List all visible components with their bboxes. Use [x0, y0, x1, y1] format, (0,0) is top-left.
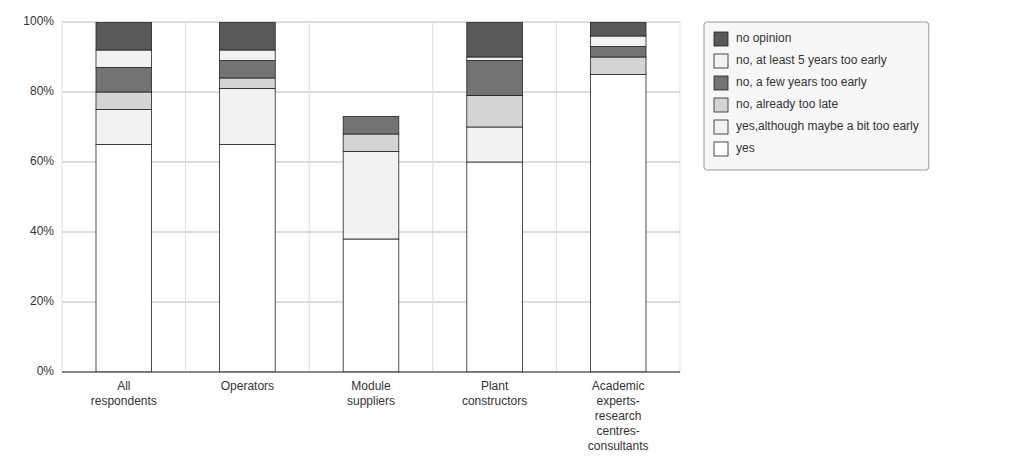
- grid: [62, 22, 680, 372]
- bar-segment: [96, 110, 152, 145]
- legend-label: yes,although maybe a bit too early: [736, 119, 919, 133]
- x-axis-line: [62, 372, 680, 373]
- bar-segment: [467, 162, 523, 372]
- x-tick-label: Plantconstructors: [462, 379, 527, 408]
- chart: 0% 20% 40% 60% 80% 100% Allrespondents Operator…: [0, 0, 1024, 476]
- category-separator: [309, 22, 310, 372]
- legend-swatch: [714, 98, 728, 112]
- legend-label: no, already too late: [736, 97, 838, 111]
- x-tick-label: Allrespondents: [91, 379, 157, 408]
- legend-swatch: [714, 120, 728, 134]
- bar-segment: [343, 116, 399, 117]
- x-axis: Allrespondents Operators Modulesuppliers Pl…: [62, 372, 680, 453]
- y-tick-label: 20%: [30, 294, 54, 308]
- bar-segment: [96, 22, 152, 50]
- legend-frame: [704, 22, 929, 170]
- bar-segment: [590, 75, 646, 373]
- series: [96, 75, 646, 373]
- x-tick-label-line: research: [595, 409, 642, 423]
- bar-segment: [467, 127, 523, 162]
- series: [96, 36, 646, 68]
- bar-segment: [96, 68, 152, 93]
- x-tick-label-line: experts-: [597, 394, 640, 408]
- x-tick-label-line: consultants: [588, 439, 649, 453]
- legend-swatch: [714, 76, 728, 90]
- bar-segment: [343, 134, 399, 152]
- category-separator: [680, 22, 681, 372]
- y-tick-label: 40%: [30, 224, 54, 238]
- x-tick-label-line: Academic: [592, 379, 645, 393]
- bars: [96, 22, 646, 372]
- x-tick-label: Operators: [221, 379, 274, 393]
- x-tick-label-line: respondents: [91, 394, 157, 408]
- y-tick-label: 80%: [30, 84, 54, 98]
- y-tick-label: 60%: [30, 154, 54, 168]
- legend-label: no, a few years too early: [736, 75, 867, 89]
- bar-segment: [96, 50, 152, 68]
- legend-swatch: [714, 32, 728, 46]
- bar-segment: [220, 22, 276, 50]
- x-tick-label-line: All: [117, 379, 130, 393]
- series: [96, 57, 646, 152]
- bar-segment: [590, 22, 646, 36]
- x-tick-label-line: Plant: [481, 379, 509, 393]
- bar-segment: [96, 145, 152, 373]
- bar-segment: [343, 152, 399, 240]
- y-tick-label: 100%: [23, 14, 54, 28]
- bar-segment: [467, 61, 523, 96]
- x-tick-label-line: suppliers: [347, 394, 395, 408]
- x-tick-label-line: Module: [351, 379, 391, 393]
- bar-segment: [220, 50, 276, 61]
- series: [96, 22, 646, 57]
- series: [96, 47, 646, 135]
- bar-segment: [343, 239, 399, 372]
- bar-segment: [96, 92, 152, 110]
- y-axis: 0% 20% 40% 60% 80% 100%: [23, 14, 54, 378]
- bar-segment: [590, 57, 646, 75]
- bar-segment: [343, 117, 399, 135]
- grid-line: [62, 22, 680, 23]
- x-tick-label-line: Operators: [221, 379, 274, 393]
- category-separator: [185, 22, 186, 372]
- legend-label: yes: [736, 141, 755, 155]
- bar-segment: [220, 89, 276, 145]
- legend-label: no opinion: [736, 31, 791, 45]
- x-tick-label-line: centres-: [597, 424, 640, 438]
- bar-segment: [590, 47, 646, 58]
- category-separator: [432, 22, 433, 372]
- category-separator: [62, 22, 63, 372]
- legend: no opinion no, at least 5 years too early…: [704, 22, 929, 170]
- bar-segment: [590, 36, 646, 47]
- bar-segment: [467, 96, 523, 128]
- bar-segment: [467, 57, 523, 61]
- x-tick-label-line: constructors: [462, 394, 527, 408]
- x-tick-label: Academicexperts-researchcentres-consulta…: [588, 379, 649, 453]
- grid-line: [62, 372, 680, 373]
- x-tick-label: Modulesuppliers: [347, 379, 395, 408]
- grid-line: [62, 92, 680, 93]
- bar-segment: [220, 61, 276, 79]
- y-tick-label: 0%: [37, 364, 55, 378]
- series: [96, 89, 522, 240]
- legend-swatch: [714, 142, 728, 156]
- category-separator: [556, 22, 557, 372]
- bar-segment: [467, 22, 523, 57]
- bar-segment: [220, 145, 276, 373]
- bar-segment: [220, 78, 276, 89]
- legend-swatch: [714, 54, 728, 68]
- legend-label: no, at least 5 years too early: [736, 53, 887, 67]
- bar-segment: [343, 116, 399, 117]
